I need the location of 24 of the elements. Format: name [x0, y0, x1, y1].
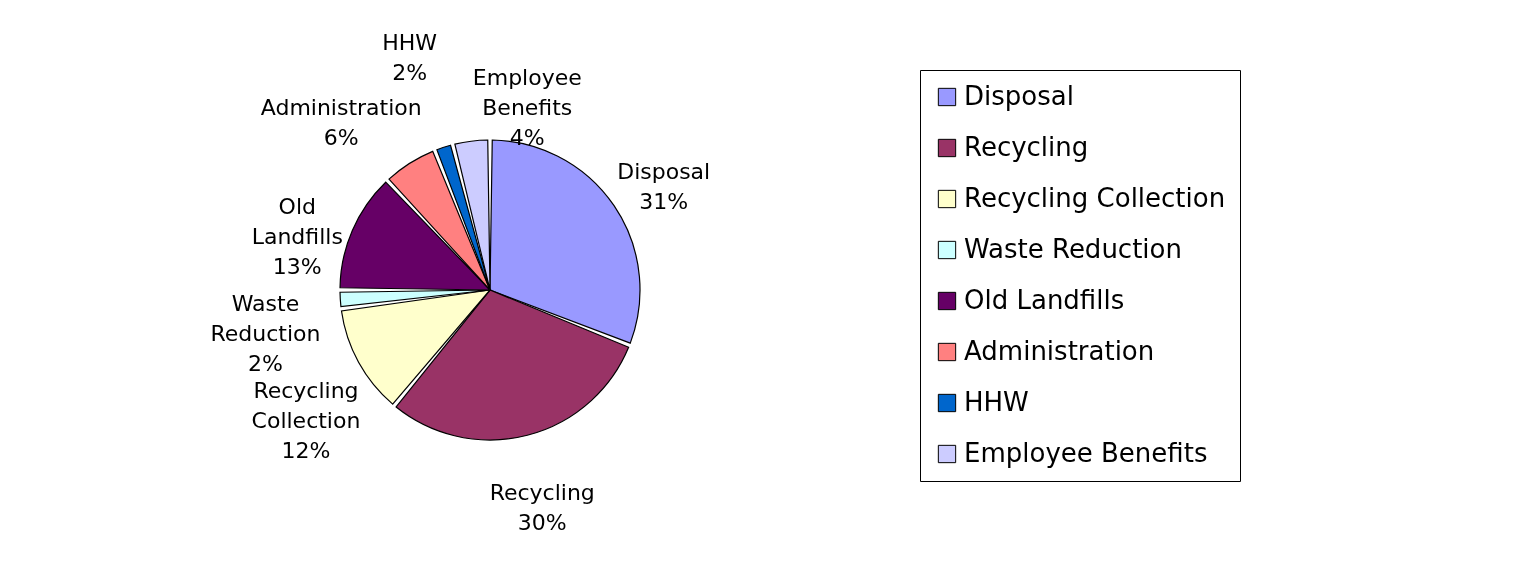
slice-label: Waste Reduction	[210, 291, 321, 347]
legend-label: Administration	[964, 336, 1155, 366]
data-label: 31%	[639, 188, 689, 214]
slice-label: Employee Benefits	[472, 65, 582, 121]
data-label: 12%	[281, 438, 331, 464]
slice-label: HHW	[382, 29, 438, 55]
slice-label: Old Landfills	[251, 193, 343, 249]
legend-label: Recycling	[964, 132, 1089, 162]
legend-label: Employee Benefits	[964, 438, 1208, 468]
legend-label: Waste Reduction	[964, 234, 1182, 264]
slice-label: Administration	[260, 95, 422, 121]
data-label: 13%	[272, 253, 322, 279]
legend-label: Recycling Collection	[964, 183, 1226, 213]
data-label: 30%	[517, 510, 567, 536]
legend-label: HHW	[964, 387, 1029, 417]
data-label: 4%	[509, 125, 545, 151]
data-label: 2%	[392, 59, 428, 85]
slice-label: Recycling	[489, 480, 595, 506]
data-label: 2%	[247, 351, 283, 377]
legend-label: Disposal	[964, 81, 1074, 111]
slice-label: Disposal	[617, 158, 711, 184]
legend-label: Old Landfills	[964, 285, 1125, 315]
data-label: 6%	[323, 125, 359, 151]
slice-label: Recycling Collection	[251, 378, 361, 434]
